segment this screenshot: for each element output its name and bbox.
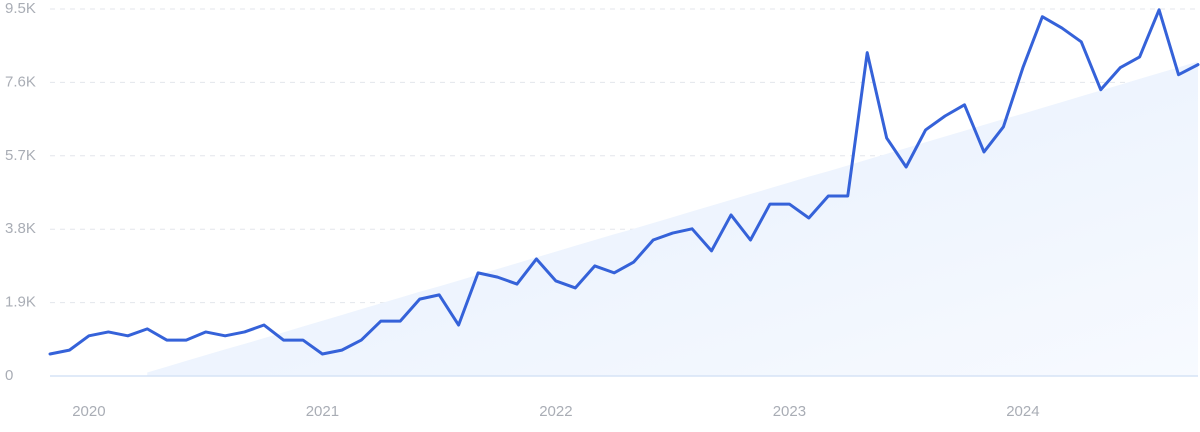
trend-area: [147, 61, 1199, 377]
x-tick-label: 2022: [539, 403, 572, 420]
x-tick-label: 2023: [773, 403, 806, 420]
y-tick-label: 9.5K: [5, 0, 36, 17]
y-tick-label: 7.6K: [5, 73, 36, 90]
x-tick-label: 2021: [306, 403, 339, 420]
x-tick-label: 2020: [72, 403, 105, 420]
line-series: [48, 8, 1200, 356]
x-tick-label: 2024: [1006, 403, 1039, 420]
y-tick-label: 3.8K: [5, 220, 36, 237]
y-tick-label: 1.9K: [5, 294, 36, 311]
y-tick-label: 0: [5, 367, 13, 384]
y-tick-label: 5.7K: [5, 147, 36, 164]
